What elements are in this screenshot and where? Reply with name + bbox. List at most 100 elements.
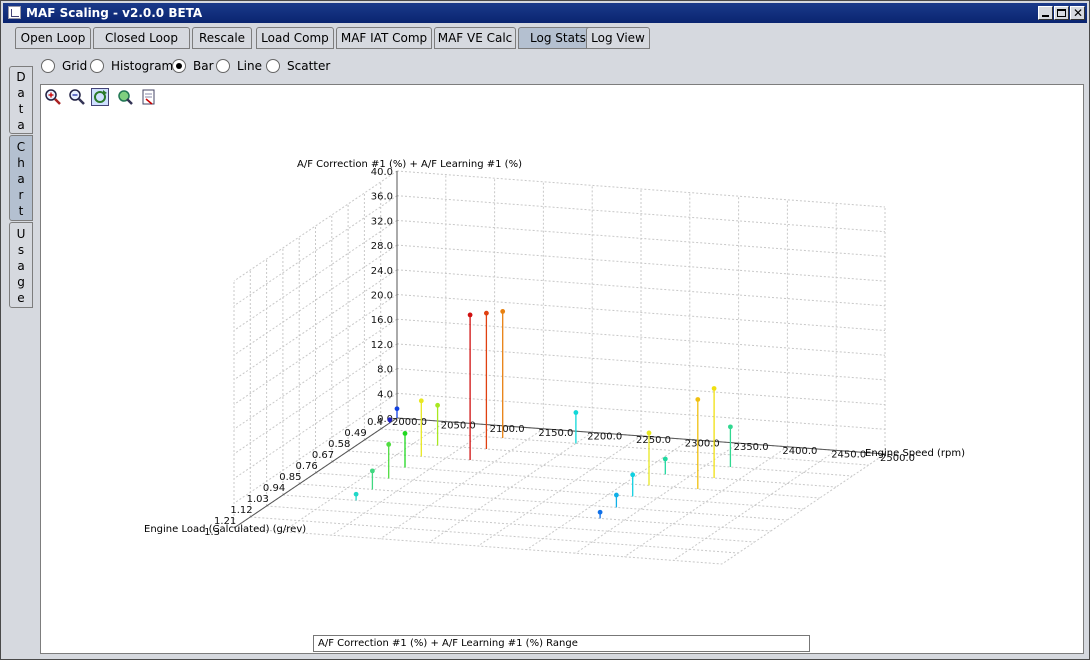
radio-bar[interactable]: Bar [172,58,217,76]
zoom-out-icon[interactable] [68,88,86,106]
tab-label: Log View [591,31,645,45]
minimize-button[interactable] [1038,6,1053,20]
data-point [500,309,506,314]
grid-line [299,483,788,521]
tab-maf-ve-calc[interactable]: MAF VE Calc [434,27,516,49]
tab-maf-iat-comp[interactable]: MAF IAT Comp [336,27,432,49]
z-tick-label: 40.0 [371,167,393,178]
data-point [695,397,701,402]
reset-view-icon[interactable] [91,88,109,106]
data-point [646,430,652,436]
z-tick-label: 0.0 [377,414,393,425]
zoom-in-icon[interactable] [44,88,62,106]
radio-label: Scatter [287,59,331,73]
data-point [386,442,392,447]
grid-line [721,453,886,565]
grid-line [233,195,398,307]
z-tick-label: 20.0 [371,291,393,302]
z-tick-label: 28.0 [371,241,393,252]
radio-histogram[interactable]: Histogram [90,58,174,76]
radio-line[interactable]: Line [216,58,266,76]
z-tick-label: 24.0 [371,266,393,277]
grid-line [282,421,447,533]
grid-line [266,505,755,543]
data-point [484,310,489,316]
tab-load-comp[interactable]: Load Comp [256,27,334,49]
grid-line [428,431,593,543]
save-image-icon[interactable] [140,88,158,106]
z-tick-label: 4.0 [377,389,393,400]
y-tick-label: 0.67 [312,450,334,461]
radio-scatter[interactable]: Scatter [266,58,331,76]
legend-label: A/F Correction #1 (%) + A/F Learning #1 … [318,638,578,649]
grid-line [233,219,398,331]
tab-label: MAF IAT Comp [340,31,428,45]
data-point [597,509,603,515]
radio-grid[interactable]: Grid [41,58,91,76]
radio-label: Grid [62,59,88,73]
grid-line [477,435,642,547]
tab-closed-loop[interactable]: Closed Loop [93,27,190,49]
radio-label: Line [237,59,263,73]
data-point [662,456,668,462]
y-tick-label: 0.58 [328,439,350,450]
grid-line [233,294,398,405]
grid-line [233,244,398,356]
grid-line [233,368,398,480]
grid-line [233,318,398,430]
grid-line [575,442,739,554]
data-point [630,472,636,478]
grid-line [315,472,804,510]
tab-log-view[interactable]: Log View [586,27,650,49]
tab-log-stats[interactable]: Log Stats [518,27,598,49]
grid-line [396,318,886,356]
grid-line [331,461,820,499]
radio-circle [172,59,186,73]
y-tick-label: 1.12 [230,505,252,516]
rotate-icon[interactable] [116,88,134,106]
x-axis-title: Engine Speed (rpm) [865,448,965,459]
x-tick-label: 2200.0 [587,431,622,442]
y-tick-label: 1.03 [247,494,269,505]
grid-line [672,449,837,561]
tab-label: Log Stats [530,31,586,45]
tab-open-loop[interactable]: Open Loop [15,27,91,49]
y-axis-title: Engine Load (Calculated) (g/rev) [144,524,306,535]
grid-line [250,516,739,554]
y-tick-label: 0.85 [279,472,301,483]
radio-circle [266,59,280,73]
y-tick-label: 1.21 [214,516,236,527]
grid-line [364,439,853,477]
x-tick-label: 2350.0 [734,442,769,453]
tab-label: Open Loop [20,31,86,45]
minimize-icon [1042,15,1049,17]
grid-line [396,195,886,233]
y-tick-label: 0.4 [367,417,383,428]
grid-line [233,392,398,504]
grid-line [348,450,837,488]
close-icon: ✕ [1073,6,1084,20]
grid-line [380,428,869,466]
data-point [728,424,733,430]
maximize-button[interactable] [1054,6,1069,20]
tab-label: Load Comp [261,31,329,45]
z-tick-label: 12.0 [371,340,393,351]
y-axis [233,417,398,529]
data-point [387,417,393,423]
radio-label: Histogram [111,59,174,73]
grid-line [282,494,771,532]
data-point [711,386,717,391]
x-tick-label: 2450.0 [831,449,866,460]
data-point [370,468,375,474]
close-button[interactable]: ✕ [1070,6,1085,20]
x-tick-label: 2500.0 [880,453,915,464]
grid-line [396,343,886,381]
tab-rescale[interactable]: Rescale [192,27,252,49]
x-tick-label: 2250.0 [636,435,671,446]
grid-line [396,170,886,208]
